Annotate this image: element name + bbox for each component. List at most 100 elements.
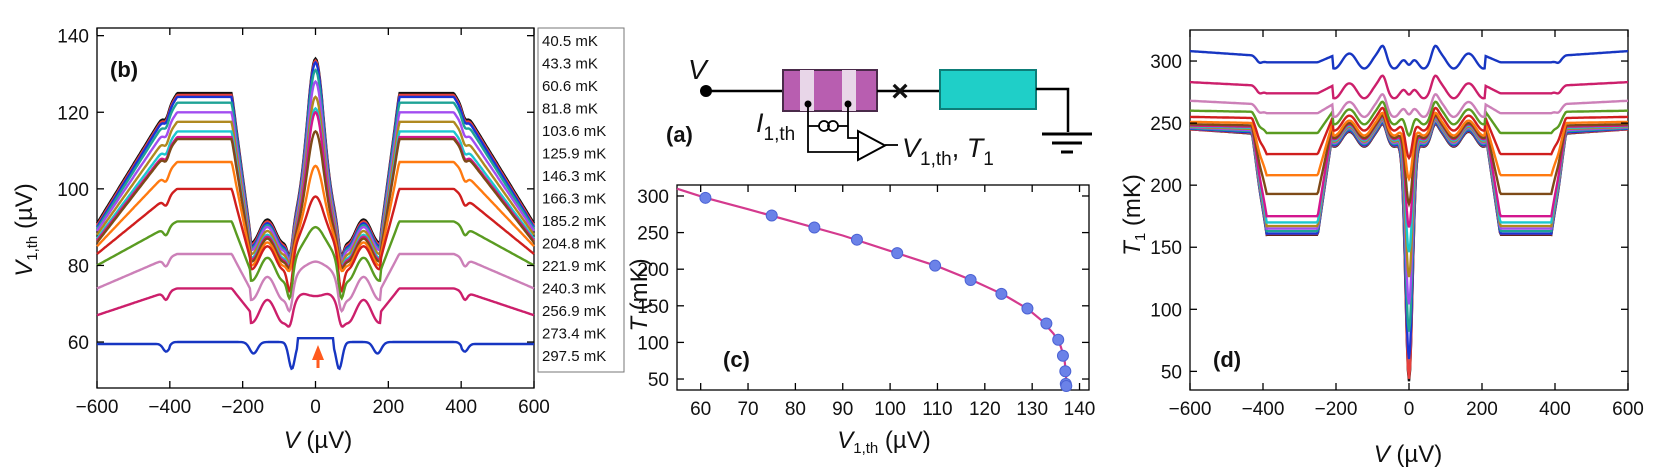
x-tick-label: −400 [148,397,191,418]
x-tick-label: 70 [737,399,758,420]
series-line [96,220,535,301]
series-line [97,337,534,371]
y-tick-label: 200 [637,260,669,281]
output-label: V1,th, T1 [902,133,994,170]
legend-entry: 125.9 mK [542,146,606,163]
panel-d-label: (d) [1213,347,1241,372]
data-point [1021,302,1034,315]
y-tick-label: 100 [57,180,89,201]
x-tick-label: 400 [445,397,477,418]
series-line [95,68,536,262]
panel-d-axes: −600 −400 −200 0 200 400 600 50 100 150 200 250 300 [1150,30,1644,420]
x-tick-label: 100 [874,399,906,420]
x-tick-label: 0 [1404,399,1415,420]
x-tick-label: −200 [1315,399,1358,420]
data-point [765,209,778,222]
data-point [1059,365,1072,378]
series-line [1190,100,1628,138]
series-line [1190,111,1628,183]
y-tick-label: 100 [1150,300,1182,321]
data-point [1052,333,1065,346]
x-tick-label: 140 [1064,399,1096,420]
x-tick-label: 600 [518,397,550,418]
data-point [891,247,904,260]
legend-entry: 81.8 mK [542,101,598,118]
y-tick-label: 300 [1150,52,1182,73]
legend-entry: 221.9 mK [542,258,606,275]
y-tick-label: 80 [68,256,89,277]
panel-a-label: (a) [666,122,693,147]
y-tick-label: 250 [1150,114,1182,135]
series-line [96,129,535,270]
series-line [1190,106,1628,161]
data-point [850,233,863,246]
series-line [96,79,535,263]
x-tick-label: 200 [1466,399,1498,420]
y-tick-label: 150 [1150,238,1182,259]
series-line [96,252,535,314]
x-tick-label: 60 [690,399,711,420]
y-tick-label: 300 [637,187,669,208]
legend-entry: 40.5 mK [542,33,598,50]
legend-entry: 204.8 mK [542,236,606,253]
data-point [699,191,712,204]
panel-c-xlabel: V1,th (µV) [837,427,931,457]
legend-entry: 297.5 mK [542,348,606,365]
panel-d-frame [1189,29,1629,391]
x-tick-label: 130 [1016,399,1048,420]
data-point [964,274,977,287]
panel-c-ylabel: T (mK) [626,258,653,331]
x-tick-label: 200 [372,397,404,418]
series-line [96,95,535,265]
panel-d: −600 −400 −200 0 200 400 60050100150200250300 … [1119,29,1644,468]
current-label: I1,th [756,108,795,145]
panel-c-data [676,187,1073,392]
y-tick-label: 250 [637,224,669,245]
x-tick-label: −200 [221,397,264,418]
panel-c: 60 70 80 90 100 110 120 130 140 50 100 150 200 250 300… [626,184,1096,457]
series-line [96,187,535,294]
x-tick-label: 80 [785,399,806,420]
series-line [1189,74,1629,100]
data-point [929,259,942,272]
y-tick-label: 120 [57,103,89,124]
panel-b-curves [95,56,536,371]
legend-box [537,27,625,373]
data-point [1060,379,1073,392]
y-tick-label: 50 [1161,362,1182,383]
hatched-contact [842,70,856,111]
panel-b-axes: −600 −400 −200 0 200 400 600 60 80 100 120 140 [57,27,550,418]
y-tick-label: 150 [637,297,669,318]
ground-wire [1036,87,1070,132]
panel-b-label: (b) [110,57,138,82]
wire [847,104,858,139]
legend-entry: 60.6 mK [542,78,598,95]
panel-d-xlabel: V (µV) [1374,441,1443,468]
y-tick-label: 140 [57,27,89,48]
legend-entry: 256.9 mK [542,303,606,320]
legend-entry: 273.4 mK [542,326,606,343]
panel-c-label: (c) [723,347,750,372]
series-line [1189,44,1629,70]
circuit-v-label: V [688,54,709,85]
data-point [808,221,821,234]
y-tick-label: 100 [637,333,669,354]
x-tick-label: 90 [832,399,853,420]
series-line [95,56,536,258]
tunnel-junction-cross-icon: × [891,75,909,108]
junction-device [782,69,878,112]
orange-arrow-icon [312,345,324,360]
superconducting-lead [939,69,1037,110]
series-line [95,60,536,260]
legend-entry: 43.3 mK [542,56,598,73]
x-tick-label: 110 [922,399,952,420]
x-tick-label: −600 [76,397,119,418]
data-point [1040,317,1053,330]
panel-d-ylabel: T1 (mK) [1119,174,1149,256]
panel-b-legend: 40.5 mK 43.3 mK 60.6 mK 81.8 mK 103.6 mK… [537,27,625,373]
panel-b-ylabel: V1,th (µV) [11,183,41,277]
series-line [1190,92,1628,119]
panel-c-frame [676,184,1090,391]
